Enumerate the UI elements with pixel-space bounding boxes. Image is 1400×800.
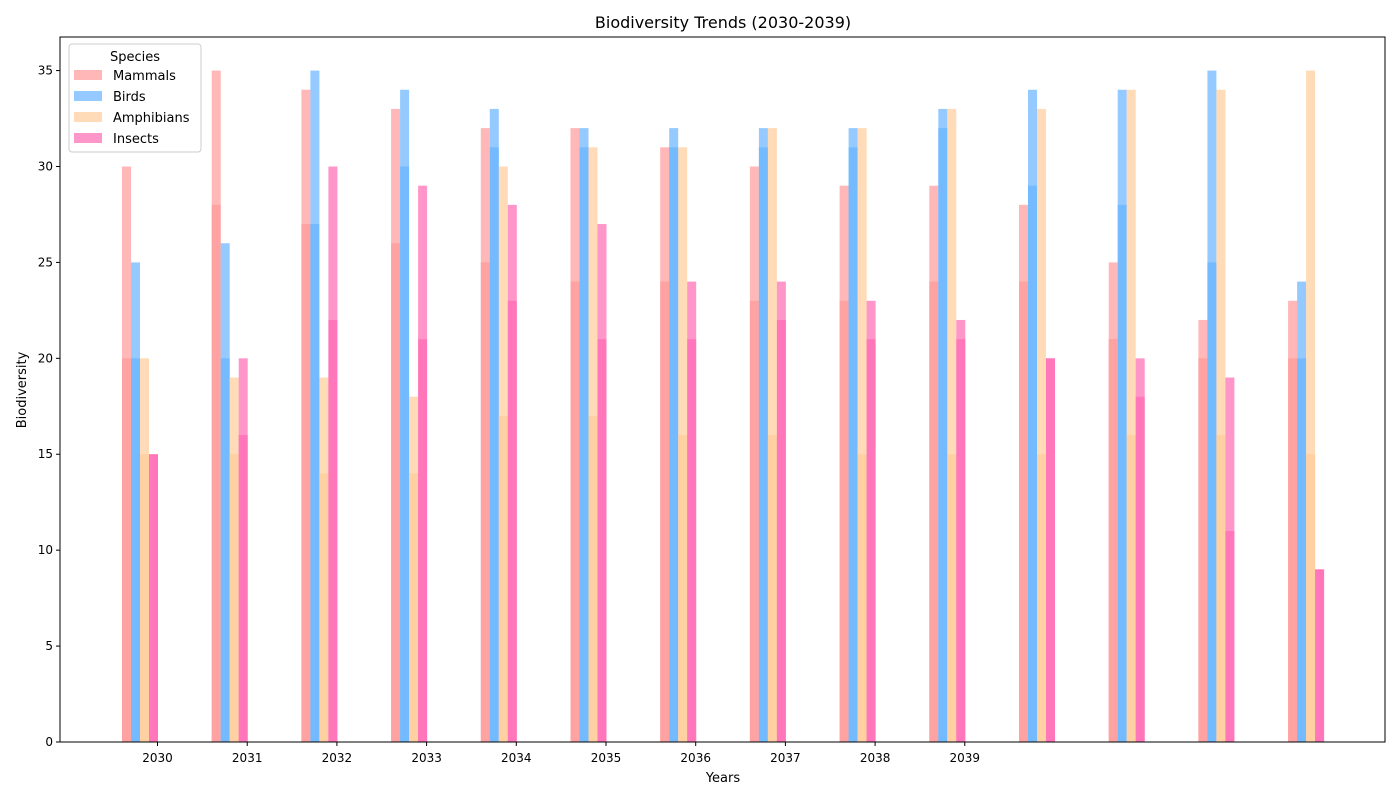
- bar-amphibians-4-layer-2: [409, 473, 419, 742]
- bar-insects-3-layer-2: [328, 319, 338, 742]
- bar-birds-2-layer-2: [220, 358, 230, 742]
- legend-label-amphibians: Amphibians: [113, 111, 190, 126]
- x-tick-label: 2039: [950, 751, 981, 765]
- x-tick-label: 2031: [232, 751, 263, 765]
- x-tick-label: 2032: [322, 751, 353, 765]
- bar-insects-4-layer-2: [418, 339, 428, 742]
- bar-amphibians-1-layer-2: [140, 454, 149, 742]
- bar-insects-12-layer-2: [1135, 396, 1145, 742]
- bar-mammals-5-layer-2: [480, 262, 490, 742]
- y-tick-label: 30: [38, 159, 53, 173]
- x-tick-label: 2034: [501, 751, 532, 765]
- x-tick-label: 2035: [591, 751, 622, 765]
- bar-mammals-14-layer-2: [1288, 358, 1298, 742]
- bar-birds-11-layer-2: [1028, 185, 1037, 742]
- bar-birds-5-layer-2: [489, 147, 499, 742]
- bar-birds-10-layer-2: [938, 128, 948, 743]
- bar-amphibians-6-layer-2: [588, 415, 598, 742]
- bar-insects-2-layer-2: [238, 435, 248, 742]
- bar-amphibians-5-layer-2: [498, 415, 508, 742]
- bar-amphibians-7-layer-2: [678, 435, 688, 742]
- bar-amphibians-8-layer-2: [767, 435, 777, 742]
- y-axis-title: Biodiversity: [15, 351, 30, 428]
- legend-label-mammals: Mammals: [113, 69, 176, 84]
- bar-insects-14-layer-2: [1315, 569, 1325, 742]
- legend-label-birds: Birds: [113, 90, 146, 105]
- chart-title: Biodiversity Trends (2030-2039): [595, 13, 851, 32]
- bar-amphibians-12-layer-1: [1126, 89, 1136, 742]
- bar-mammals-13-layer-2: [1198, 358, 1208, 742]
- bar-mammals-2-layer-2: [211, 204, 221, 742]
- bar-birds-6-layer-2: [579, 147, 589, 742]
- x-tick-label: 2033: [411, 751, 442, 765]
- bar-birds-9-layer-2: [848, 147, 858, 742]
- bar-birds-12-layer-2: [1117, 204, 1127, 742]
- bar-birds-13-layer-2: [1207, 262, 1217, 742]
- legend: Species Mammals Birds Amphibians Insects: [68, 43, 202, 153]
- x-tick-label: 2037: [770, 751, 801, 765]
- bar-birds-8-layer-2: [758, 147, 768, 742]
- bar-insects-8-layer-2: [776, 319, 786, 742]
- bar-amphibians-2-layer-2: [229, 454, 239, 742]
- bar-amphibians-13-layer-2: [1216, 435, 1226, 742]
- bar-mammals-3-layer-2: [301, 224, 311, 742]
- bar-mammals-12-layer-2: [1108, 339, 1118, 742]
- bar-insects-10-layer-2: [956, 339, 966, 742]
- x-tick-label: 2038: [860, 751, 891, 765]
- bar-insects-1-layer-2: [149, 454, 158, 742]
- bar-amphibians-10-layer-2: [947, 454, 957, 742]
- bar-amphibians-11-layer-2: [1037, 454, 1046, 742]
- legend-swatch-insects: [74, 133, 102, 143]
- bar-amphibians-3-layer-2: [319, 473, 329, 742]
- bar-birds-14-layer-2: [1297, 358, 1307, 742]
- y-axis: 0 5 10 15 20 25 30 35: [38, 64, 60, 749]
- y-tick-label: 15: [38, 447, 53, 461]
- x-axis: 2030 2031 2032 2033 2034 2035 2036 2037 2038 2039: [142, 742, 980, 765]
- bar-amphibians-14-layer-2: [1306, 454, 1316, 742]
- legend-label-insects: Insects: [113, 132, 159, 147]
- legend-items: Mammals Birds Amphibians Insects: [74, 69, 190, 147]
- bar-mammals-8-layer-2: [749, 300, 759, 742]
- bar-birds-3-layer-2: [310, 224, 320, 742]
- x-axis-title: Years: [705, 771, 741, 786]
- bar-mammals-11-layer-2: [1019, 281, 1028, 742]
- bar-amphibians-11-layer-1: [1037, 108, 1046, 742]
- y-tick-label: 35: [38, 64, 53, 78]
- bar-amphibians-13-layer-1: [1216, 89, 1226, 742]
- y-tick-label: 0: [45, 735, 53, 749]
- bar-insects-13-layer-2: [1225, 530, 1235, 742]
- x-tick-label: 2036: [680, 751, 711, 765]
- legend-swatch-mammals: [74, 70, 102, 80]
- x-tick-label: 2030: [142, 751, 173, 765]
- bar-amphibians-12-layer-2: [1126, 435, 1136, 742]
- bar-birds-7-layer-2: [669, 147, 679, 742]
- bar-insects-5-layer-2: [507, 300, 517, 742]
- y-tick-label: 25: [38, 255, 53, 269]
- bars-layer: [122, 70, 1325, 743]
- bar-mammals-6-layer-2: [570, 281, 580, 742]
- legend-swatch-birds: [74, 91, 102, 101]
- bar-birds-4-layer-2: [400, 166, 410, 742]
- bar-mammals-1-layer-2: [122, 358, 131, 742]
- bar-insects-7-layer-2: [687, 339, 697, 742]
- bar-mammals-10-layer-2: [929, 281, 939, 742]
- bar-amphibians-10-layer-1: [947, 108, 957, 742]
- bar-mammals-4-layer-2: [391, 243, 401, 742]
- y-tick-label: 20: [38, 351, 53, 365]
- bar-amphibians-9-layer-2: [857, 454, 867, 742]
- bar-birds-1-layer-2: [131, 358, 140, 742]
- bar-mammals-7-layer-2: [660, 281, 670, 742]
- plot-frame: [59, 36, 1386, 743]
- legend-title: Species: [110, 50, 160, 65]
- bar-insects-11-layer-2: [1046, 358, 1055, 742]
- bar-mammals-9-layer-2: [839, 300, 849, 742]
- bar-insects-6-layer-2: [597, 339, 607, 742]
- bar-amphibians-14-layer-1: [1306, 70, 1316, 743]
- bar-amphibians-9-layer-1: [857, 128, 867, 743]
- legend-swatch-amphibians: [74, 112, 102, 122]
- y-tick-label: 5: [45, 639, 53, 653]
- y-tick-label: 10: [38, 543, 53, 557]
- bar-insects-9-layer-2: [866, 339, 876, 742]
